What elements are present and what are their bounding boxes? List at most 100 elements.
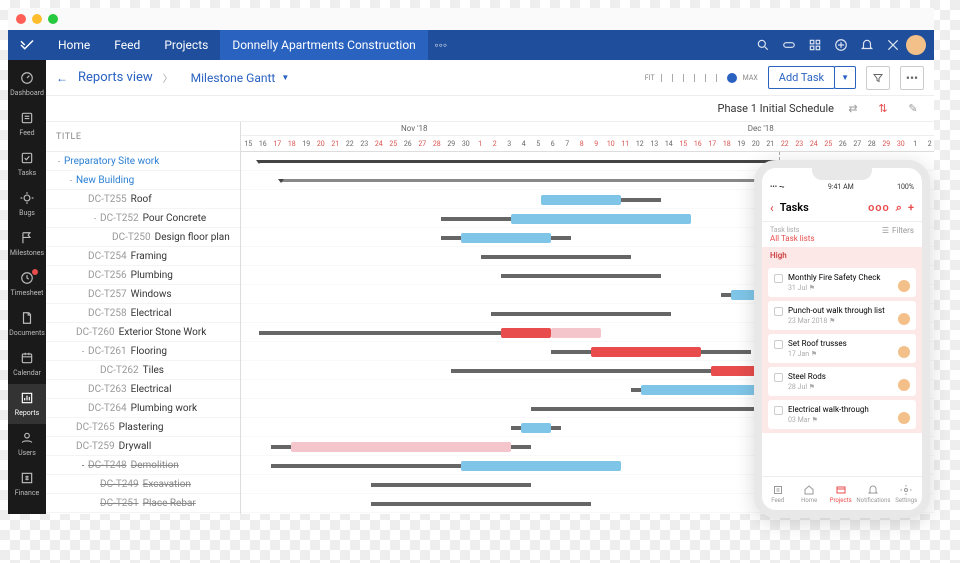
- task-row[interactable]: DC-T264Plumbing work: [46, 399, 240, 418]
- gantt-bar[interactable]: [551, 328, 601, 338]
- sidenav-item-users[interactable]: Users: [8, 424, 46, 464]
- user-avatar[interactable]: [906, 35, 926, 55]
- gantt-bar[interactable]: [371, 502, 591, 506]
- sidenav-item-dashboard[interactable]: Dashboard: [8, 64, 46, 104]
- slider-knob[interactable]: [727, 73, 737, 83]
- phone-search-icon[interactable]: ⌕: [896, 201, 902, 215]
- task-row[interactable]: -New Building: [46, 171, 240, 190]
- nav-feed[interactable]: Feed: [102, 30, 152, 60]
- gantt-bar[interactable]: [481, 255, 631, 259]
- gantt-bar[interactable]: [461, 461, 621, 471]
- phone-tab-settings[interactable]: Settings: [891, 477, 922, 510]
- phone-task-item[interactable]: Electrical walk-through03 Mar ⚑: [768, 400, 916, 429]
- task-row[interactable]: DC-T259Drywall: [46, 437, 240, 456]
- phone-subheader: Task lists All Task lists ☰Filters: [762, 222, 922, 247]
- edit-icon[interactable]: ✎: [902, 100, 924, 118]
- task-row[interactable]: -Preparatory Site work: [46, 152, 240, 171]
- tools-icon[interactable]: [880, 38, 906, 52]
- task-row[interactable]: -DC-T252Pour Concrete: [46, 209, 240, 228]
- checkbox-icon[interactable]: [774, 373, 783, 382]
- task-row[interactable]: DC-T254Framing: [46, 247, 240, 266]
- phone-tab-home[interactable]: Home: [793, 477, 824, 510]
- sidenav-item-reports[interactable]: Reports: [8, 384, 46, 424]
- add-task-button[interactable]: Add Task: [768, 66, 835, 89]
- sidenav-item-calendar[interactable]: Calendar: [8, 344, 46, 384]
- gamepad-icon[interactable]: [776, 38, 802, 52]
- sidenav-item-finance[interactable]: Finance: [8, 464, 46, 504]
- phone-task-item[interactable]: Punch-out walk through list23 Mar 2018 ⚑: [768, 301, 916, 330]
- phone-more-icon[interactable]: ooo: [868, 201, 890, 214]
- task-row[interactable]: -DC-T248Demolition: [46, 456, 240, 475]
- gantt-bar[interactable]: [451, 369, 711, 373]
- sidenav-item-tasks[interactable]: Tasks: [8, 144, 46, 184]
- task-row[interactable]: DC-T262Tiles: [46, 361, 240, 380]
- task-row[interactable]: DC-T249Excavation: [46, 475, 240, 494]
- gantt-bar[interactable]: [259, 160, 779, 163]
- checkbox-icon[interactable]: [774, 340, 783, 349]
- task-row[interactable]: DC-T257Windows: [46, 285, 240, 304]
- gantt-bar[interactable]: [591, 347, 701, 357]
- checkbox-icon[interactable]: [774, 307, 783, 316]
- sidenav-item-bugs[interactable]: Bugs: [8, 184, 46, 224]
- view-icon-1[interactable]: ⇄: [842, 100, 864, 118]
- gantt-bar[interactable]: [501, 274, 661, 278]
- window-min-dot[interactable]: [32, 14, 42, 24]
- grid-icon[interactable]: [802, 38, 828, 52]
- add-task-dropdown[interactable]: ▼: [834, 66, 856, 89]
- gantt-bar[interactable]: [521, 423, 551, 433]
- app-logo-icon[interactable]: [8, 36, 46, 54]
- phone-tab-feed[interactable]: Feed: [762, 477, 793, 510]
- gantt-bar[interactable]: [461, 233, 551, 243]
- plus-circle-icon[interactable]: [828, 38, 854, 52]
- sidenav-item-documents[interactable]: Documents: [8, 304, 46, 344]
- window-max-dot[interactable]: [48, 14, 58, 24]
- filter-icon[interactable]: [866, 66, 890, 90]
- phone-task-item[interactable]: Steel Rods28 Jul ⚑: [768, 367, 916, 396]
- task-row[interactable]: DC-T260Exterior Stone Work: [46, 323, 240, 342]
- task-row[interactable]: DC-T265Plastering: [46, 418, 240, 437]
- breadcrumb[interactable]: Reports view: [78, 70, 153, 85]
- nav-home[interactable]: Home: [46, 30, 102, 60]
- checkbox-icon[interactable]: [774, 406, 783, 415]
- task-row[interactable]: DC-T250Design floor plan: [46, 228, 240, 247]
- gantt-bar[interactable]: [491, 312, 671, 316]
- phone-tab-notifications[interactable]: Notifications: [856, 477, 890, 510]
- gantt-bar[interactable]: [371, 483, 531, 487]
- task-row[interactable]: DC-T263Electrical: [46, 380, 240, 399]
- search-icon[interactable]: [750, 38, 776, 52]
- gantt-bar[interactable]: [541, 195, 621, 205]
- gantt-bar[interactable]: [641, 385, 761, 395]
- gantt-bar[interactable]: [501, 328, 551, 338]
- phone-add-icon[interactable]: +: [908, 201, 914, 214]
- zoom-slider[interactable]: FIT MAX: [645, 73, 758, 83]
- sidenav-item-feed[interactable]: Feed: [8, 104, 46, 144]
- task-row[interactable]: DC-T251Place Rebar: [46, 494, 240, 513]
- checkbox-icon[interactable]: [774, 274, 783, 283]
- back-icon[interactable]: ←: [56, 71, 68, 85]
- phone-tasklist-selector[interactable]: All Task lists: [770, 234, 815, 243]
- view-icon-2[interactable]: ⇅: [872, 100, 894, 118]
- phone-task-item[interactable]: Set Roof trusses17 Jan ⚑: [768, 334, 916, 363]
- nav-more-icon[interactable]: ◦◦◦: [428, 38, 454, 52]
- task-row[interactable]: DC-T256Plumbing: [46, 266, 240, 285]
- phone-tab-projects[interactable]: Projects: [825, 477, 856, 510]
- task-row[interactable]: DC-T258Electrical: [46, 304, 240, 323]
- task-row[interactable]: DC-T255Roof: [46, 190, 240, 209]
- gantt-bar[interactable]: [531, 407, 781, 411]
- view-selector[interactable]: Milestone Gantt ▼: [191, 71, 290, 85]
- phone-task-item[interactable]: Monthly Fire Safety Check31 Jul ⚑: [768, 268, 916, 297]
- bell-icon[interactable]: [854, 38, 880, 52]
- sidenav-item-timesheet[interactable]: Timesheet: [8, 264, 46, 304]
- sidenav-item-milestones[interactable]: Milestones: [8, 224, 46, 264]
- gantt-bar[interactable]: [281, 179, 781, 182]
- gantt-bar[interactable]: [291, 442, 511, 452]
- phone-filters[interactable]: ☰Filters: [882, 226, 914, 243]
- more-icon[interactable]: •••: [900, 66, 924, 90]
- phone-back-icon[interactable]: ‹: [770, 201, 774, 215]
- task-row[interactable]: -DC-T261Flooring: [46, 342, 240, 361]
- gantt-bar[interactable]: [511, 214, 691, 224]
- day-label: 10: [604, 136, 619, 152]
- nav-projects[interactable]: Projects: [152, 30, 220, 60]
- window-close-dot[interactable]: [16, 14, 26, 24]
- nav-active-project[interactable]: Donnelly Apartments Construction: [220, 30, 428, 60]
